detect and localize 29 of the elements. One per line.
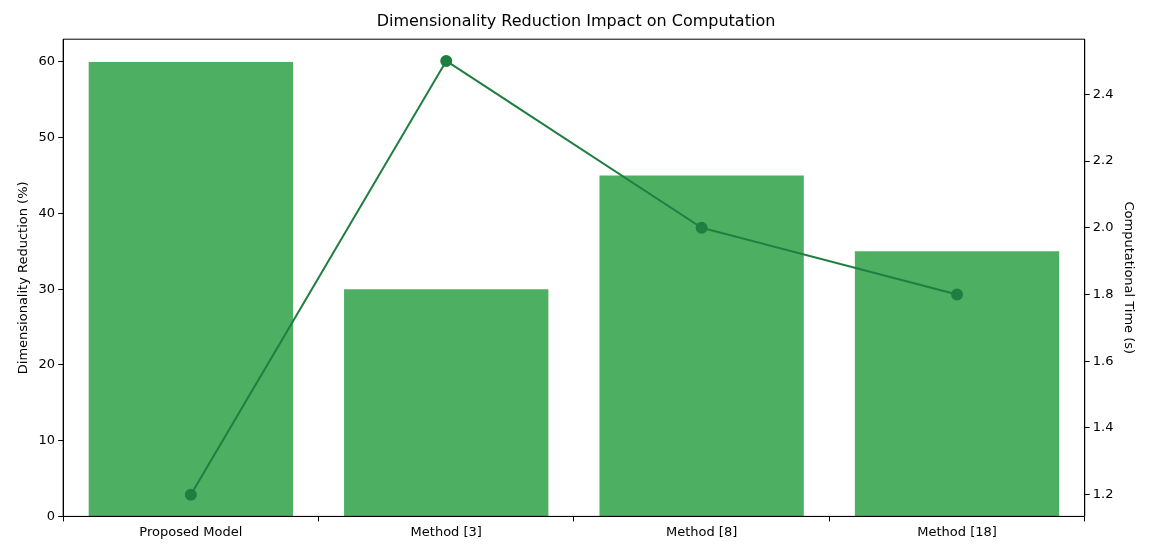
y2-tick-label: 1.8 bbox=[1092, 285, 1114, 301]
bar bbox=[88, 61, 293, 516]
point bbox=[184, 488, 197, 501]
y-tick-label: 20 bbox=[38, 356, 56, 372]
chart-title: Dimensionality Reduction Impact on Computation bbox=[376, 10, 776, 30]
y-tick-label: 30 bbox=[38, 280, 56, 296]
point bbox=[695, 221, 708, 234]
y2-axis-title: Computational Time (s) bbox=[1121, 201, 1137, 355]
y-tick-label: 60 bbox=[38, 53, 56, 69]
y2-tick-label: 1.6 bbox=[1092, 352, 1114, 368]
bar bbox=[854, 251, 1060, 516]
y2-tick-label: 1.2 bbox=[1092, 486, 1114, 502]
point bbox=[440, 54, 453, 67]
x-tick-label: Method [8] bbox=[665, 523, 738, 539]
x-tick-label: Proposed Model bbox=[139, 523, 243, 539]
y-tick-label: 0 bbox=[46, 507, 56, 523]
y2-tick-label: 2.0 bbox=[1092, 219, 1114, 235]
y2-tick-label: 2.2 bbox=[1092, 152, 1114, 168]
y-tick-label: 40 bbox=[38, 204, 56, 220]
y2-tick-label: 1.4 bbox=[1092, 419, 1114, 435]
bar bbox=[344, 289, 549, 516]
x-tick-label: Method [18] bbox=[917, 523, 997, 539]
y-tick-label: 50 bbox=[38, 129, 56, 145]
bar bbox=[599, 175, 804, 516]
y-axis-title: Dimensionality Reduction (%) bbox=[15, 181, 31, 375]
y-tick-label: 10 bbox=[38, 432, 56, 448]
x-tick-label: Method [3] bbox=[410, 523, 482, 539]
point bbox=[951, 288, 964, 301]
y2-tick-label: 2.4 bbox=[1092, 85, 1114, 101]
